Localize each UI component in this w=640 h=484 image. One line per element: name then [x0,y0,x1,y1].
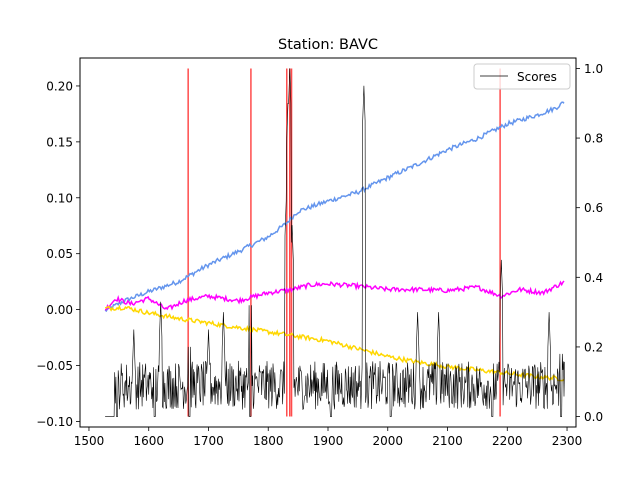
y-tick-label-left: 0.10 [46,191,73,205]
x-tick-label: 2000 [372,434,403,448]
plot-frame [79,57,577,428]
legend: Scores [473,63,571,90]
y-tick-label-right: 0.8 [584,132,603,146]
series-line-1 [105,280,565,311]
chart-title: Station: BAVC [278,37,378,53]
x-tick-label: 1500 [74,434,105,448]
y-tick-label-left: 0.05 [46,247,73,261]
series-lines [104,68,565,417]
x-tick-label: 1900 [313,434,344,448]
y-tick-label-left: −0.05 [36,359,73,373]
y-axis-left: −0.10 −0.05 0.00 0.05 0.10 0.15 0.20 [36,79,80,429]
y-tick-label-right: 1.0 [584,62,603,76]
x-tick-label: 1700 [193,434,224,448]
legend-box [473,63,571,90]
y-tick-label-right: 0.2 [584,340,603,354]
series-line-0 [104,101,565,313]
x-tick-label: 2300 [552,434,583,448]
legend-label-scores: Scores [517,70,557,84]
series-line-2 [105,304,565,382]
x-tick-label: 1800 [253,434,284,448]
y-tick-label-left: 0.15 [46,135,73,149]
y-axis-right: 0.0 0.2 0.4 0.6 0.8 1.0 [576,62,603,424]
y-tick-label-left: −0.10 [36,415,73,429]
y-tick-label-right: 0.4 [584,271,603,285]
x-tick-label: 1600 [133,434,164,448]
x-tick-label: 2200 [492,434,523,448]
y-tick-label-right: 0.0 [584,410,603,424]
y-tick-label-left: 0.20 [46,79,73,93]
x-axis: 1500 1600 1700 1800 1900 2000 2100 2200 2300 [74,427,583,448]
y-tick-label-left: 0.00 [46,303,73,317]
x-tick-label: 2100 [432,434,463,448]
vertical-lines [187,68,501,417]
scores-line [105,68,565,417]
y-tick-label-right: 0.6 [584,201,603,215]
